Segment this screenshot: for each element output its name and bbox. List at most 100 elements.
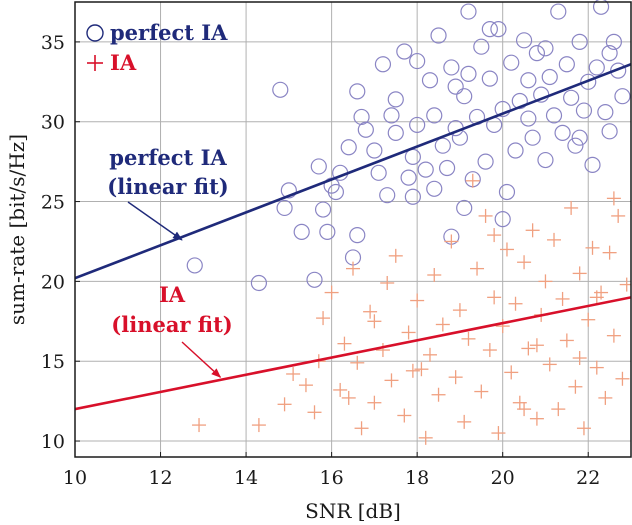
ia-point [606,328,621,343]
ia-point [504,365,519,380]
perfect-ia-point [387,124,404,142]
perfect-ia-point [588,59,605,76]
legend-label: IA [110,50,137,75]
ia-point [517,255,532,270]
ia-point [324,285,339,300]
perfect-ia-point [250,274,268,292]
perfect-ia-point [490,21,507,38]
ia-point [619,277,631,292]
ia-point [606,191,621,206]
ia-point [572,266,587,281]
perfect-ia-point [319,223,336,240]
legend-item: IA [87,50,137,75]
perfect-ia-point [434,137,451,154]
x-tick-label: 12 [148,467,172,489]
y-tick-label: 10 [41,431,65,453]
perfect-ia-point [460,65,477,82]
perfect-ia-point [357,121,374,138]
perfect-ia-point [605,33,622,51]
ia-point [576,421,591,436]
perfect-ia-point [580,73,597,90]
perfect-ia-point [426,107,443,124]
perfect-ia-point [456,199,473,217]
ia-point [585,240,600,255]
ia-point [452,303,467,318]
ia-point [499,242,514,257]
perfect-ia-point [503,54,520,71]
ia-point [277,397,292,412]
perfect-ia-point [477,153,494,170]
ia-point [568,379,583,394]
perfect-ia-point [426,180,443,197]
legend: perfect IA IA [86,20,228,75]
ia-point [547,232,562,247]
ia-point [461,331,476,346]
perfect-ia-point [456,88,473,105]
annotation-text: perfect IA [109,145,227,170]
ia-point [298,378,313,393]
ia-point [350,355,365,370]
perfect-ia-point [340,139,357,156]
perfect-ia-point [550,3,567,20]
perfect-ia-point [396,43,413,60]
perfect-ia-point [404,188,421,205]
perfect-ia-point [409,52,426,70]
ia-point [482,343,497,358]
perfect-ia-point [443,59,460,76]
ia-point [495,319,510,334]
ia-point [192,418,207,433]
ia-point [388,248,403,263]
ia-point [251,418,266,433]
perfect-ia-point [498,183,516,201]
ia-point [589,290,604,305]
perfect-ia-point [575,102,593,119]
ia-point [346,261,360,276]
ia-point [457,414,472,429]
perfect-ia-point [592,0,610,15]
ia-point [551,402,566,417]
ia-point [363,304,378,319]
perfect-ia-point [481,21,498,38]
ia-point [367,395,382,410]
perfect-ia-point [430,27,447,44]
ia-point [337,336,352,351]
perfect-ia-point [387,91,404,108]
ia-point [286,366,301,381]
perfect-ia-point [421,72,439,89]
perfect-ia-point [614,88,631,105]
perfect-ia-fit-annotation: perfect IA (linear fit) [107,145,229,241]
ia-point [422,347,437,362]
ia-point [418,430,433,445]
perfect-ia-point [610,62,627,79]
perfect-ia-point [520,72,537,89]
x-tick-label: 10 [63,467,87,489]
ia-point [470,261,485,276]
ia-point [529,338,544,353]
perfect-ia-point [601,44,618,62]
perfect-ia-point [310,158,327,175]
y-tick-label: 15 [41,351,65,373]
perfect-ia-point [409,116,426,134]
ia-point [316,311,331,326]
perfect-ia-point [545,107,563,124]
perfect-ia-point [494,100,511,118]
x-tick-label: 22 [576,467,600,489]
x-axis-label: SNR [dB] [305,499,401,523]
perfect-ia-point [379,187,396,204]
perfect-ia-point [515,32,533,49]
annotation-text: IA [159,282,186,307]
perfect-ia-point [541,68,558,86]
ia-point [559,333,574,348]
perfect-ia-point [272,81,289,98]
x-tick-label: 16 [320,467,344,489]
ia-point [572,351,587,366]
ia-point [508,296,523,311]
perfect-ia-point [276,199,293,217]
perfect-ia-point [554,124,571,142]
ia-point [448,370,463,385]
y-tick-label: 25 [41,192,65,214]
perfect-ia-point [460,3,477,20]
annotations: perfect IA (linear fit) IA (linear fit) [107,145,233,378]
perfect-ia-point [528,44,546,62]
perfect-ia-point [293,223,310,240]
